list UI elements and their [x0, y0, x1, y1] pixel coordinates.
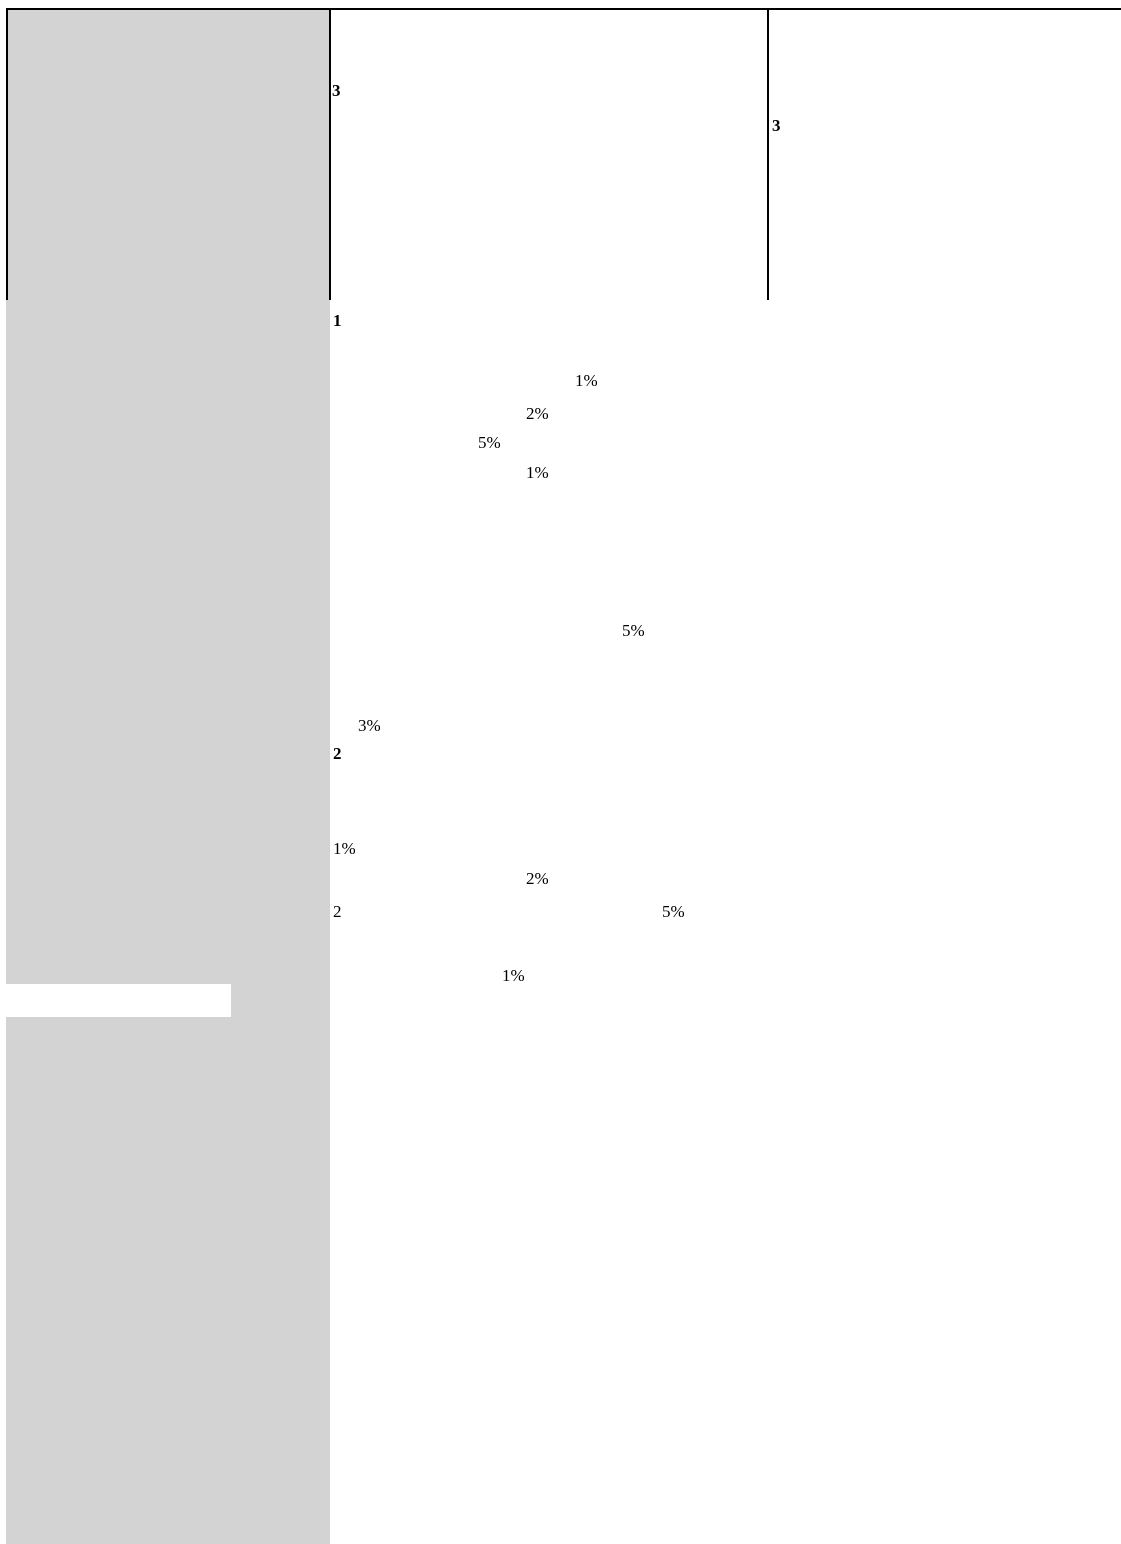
table-top-border [6, 8, 1121, 10]
section-2-value-3: 2 [333, 902, 342, 921]
section-1-value-2: 2% [526, 404, 549, 423]
section-2-value-1: 1% [333, 839, 356, 858]
table-left-border [6, 8, 8, 300]
section-1-value-4: 1% [526, 463, 549, 482]
header-cell-3-marker: 3 [772, 116, 781, 135]
table-divider-1 [329, 8, 331, 300]
section-1-value-5: 5% [622, 621, 645, 640]
left-panel-blank-strip [6, 984, 231, 1017]
section-1-value-3: 5% [478, 433, 501, 452]
section-2-value-2: 2% [526, 869, 549, 888]
left-gray-panel [6, 8, 330, 1544]
table-divider-2 [767, 8, 769, 300]
section-2-value-5: 1% [502, 966, 525, 985]
section-1-value-6: 3% [358, 716, 381, 735]
section-1-value-1: 1% [575, 371, 598, 390]
header-cell-2-marker: 3 [332, 81, 341, 100]
section-2-marker: 2 [333, 744, 342, 763]
section-2-value-4: 5% [662, 902, 685, 921]
section-1-marker: 1 [333, 311, 342, 330]
